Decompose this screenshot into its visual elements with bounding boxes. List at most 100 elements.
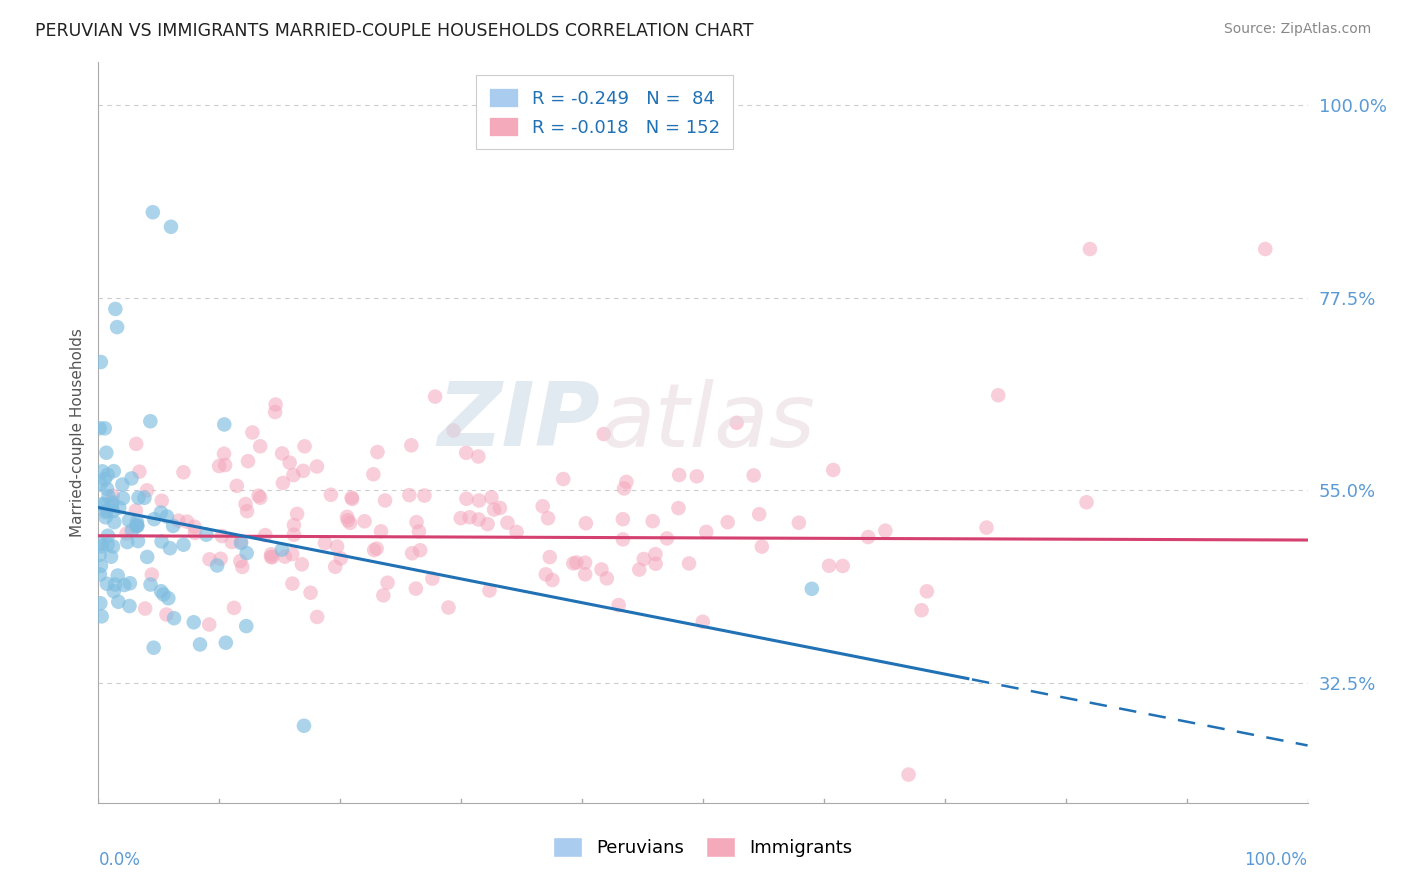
Point — [209, 551, 232, 566]
Point — [408, 524, 430, 539]
Point — [401, 438, 423, 452]
Point — [90, 558, 112, 573]
Point — [118, 576, 141, 591]
Point — [89, 567, 111, 582]
Point — [97, 529, 120, 543]
Point — [118, 513, 141, 527]
Point — [373, 588, 395, 602]
Text: 0.0%: 0.0% — [98, 851, 141, 869]
Point — [443, 424, 465, 438]
Point — [101, 495, 124, 509]
Point — [574, 556, 596, 570]
Point — [976, 520, 998, 534]
Point — [450, 511, 472, 525]
Point — [105, 320, 128, 334]
Point — [214, 458, 236, 472]
Point — [90, 609, 112, 624]
Point — [229, 536, 252, 550]
Point — [101, 489, 124, 503]
Point — [537, 511, 560, 525]
Point — [221, 535, 243, 549]
Point — [121, 471, 143, 485]
Point — [329, 551, 352, 566]
Point — [336, 509, 359, 524]
Point — [281, 547, 304, 561]
Point — [212, 447, 235, 461]
Point — [477, 517, 499, 532]
Point — [236, 504, 259, 518]
Point — [103, 464, 125, 478]
Point — [235, 546, 257, 560]
Point — [128, 465, 150, 479]
Point — [668, 467, 690, 482]
Point — [247, 489, 270, 503]
Point — [496, 516, 519, 530]
Point — [285, 507, 308, 521]
Point — [575, 516, 598, 531]
Point — [291, 558, 314, 572]
Point — [117, 535, 139, 549]
Point — [162, 519, 184, 533]
Point — [111, 491, 134, 506]
Point — [478, 583, 501, 598]
Point — [89, 596, 111, 610]
Point — [405, 582, 427, 596]
Point — [314, 536, 336, 550]
Point — [612, 512, 634, 526]
Point — [278, 456, 301, 470]
Point — [91, 464, 114, 478]
Point — [283, 518, 305, 533]
Point — [103, 584, 125, 599]
Point — [1078, 242, 1101, 256]
Point — [127, 518, 149, 533]
Point — [208, 458, 231, 473]
Point — [856, 530, 879, 544]
Point — [482, 502, 505, 516]
Point — [409, 543, 432, 558]
Point — [353, 514, 375, 528]
Point — [97, 490, 120, 504]
Point — [326, 540, 349, 554]
Point — [437, 600, 460, 615]
Point — [225, 479, 247, 493]
Legend: Peruvians, Immigrants: Peruvians, Immigrants — [546, 830, 860, 864]
Point — [633, 552, 655, 566]
Point — [294, 439, 316, 453]
Point — [342, 491, 364, 506]
Point — [505, 524, 527, 539]
Point — [1254, 242, 1277, 256]
Point — [831, 559, 853, 574]
Point — [215, 636, 238, 650]
Text: Source: ZipAtlas.com: Source: ZipAtlas.com — [1223, 22, 1371, 37]
Point — [188, 637, 211, 651]
Point — [249, 439, 271, 453]
Point — [413, 489, 436, 503]
Point — [94, 505, 117, 519]
Point — [467, 450, 489, 464]
Point — [574, 567, 596, 582]
Point — [222, 600, 245, 615]
Point — [481, 491, 503, 505]
Point — [141, 567, 163, 582]
Point — [159, 541, 181, 556]
Point — [748, 507, 770, 521]
Point — [260, 549, 283, 564]
Point — [100, 549, 122, 564]
Point — [167, 514, 190, 528]
Point — [264, 398, 287, 412]
Point — [800, 582, 823, 596]
Point — [231, 560, 253, 574]
Point — [236, 454, 259, 468]
Point — [401, 546, 423, 560]
Point — [1076, 495, 1098, 509]
Point — [262, 550, 284, 565]
Point — [104, 301, 127, 316]
Point — [108, 500, 131, 515]
Point — [628, 563, 651, 577]
Point — [616, 475, 638, 489]
Point — [271, 446, 294, 460]
Text: atlas: atlas — [600, 378, 815, 465]
Point — [562, 557, 585, 571]
Point — [176, 515, 198, 529]
Point — [292, 719, 315, 733]
